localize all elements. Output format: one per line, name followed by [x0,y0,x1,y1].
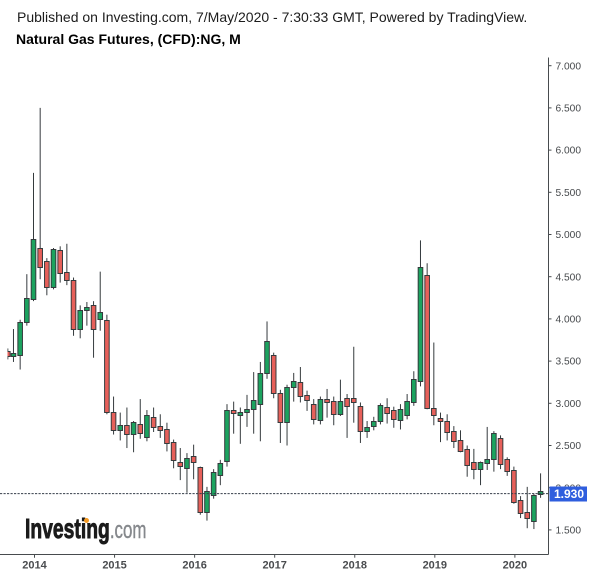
svg-text:6.500: 6.500 [556,104,582,115]
svg-text:7.000: 7.000 [556,61,582,72]
svg-text:2.500: 2.500 [556,441,582,452]
svg-text:2014: 2014 [22,560,47,572]
svg-text:4.500: 4.500 [556,272,582,283]
svg-text:5.000: 5.000 [556,230,582,241]
svg-text:3.000: 3.000 [556,399,582,410]
svg-text:1.930: 1.930 [554,487,584,501]
svg-text:2015: 2015 [102,560,126,572]
svg-text:2018: 2018 [343,560,367,572]
svg-text:6.000: 6.000 [556,146,582,157]
svg-text:1.500: 1.500 [556,526,582,537]
svg-text:3.500: 3.500 [556,357,582,368]
svg-text:2016: 2016 [182,560,206,572]
svg-text:2019: 2019 [423,560,447,572]
svg-text:5.500: 5.500 [556,188,582,199]
svg-text:4.000: 4.000 [556,315,582,326]
svg-text:2020: 2020 [503,560,527,572]
svg-text:2017: 2017 [262,560,286,572]
